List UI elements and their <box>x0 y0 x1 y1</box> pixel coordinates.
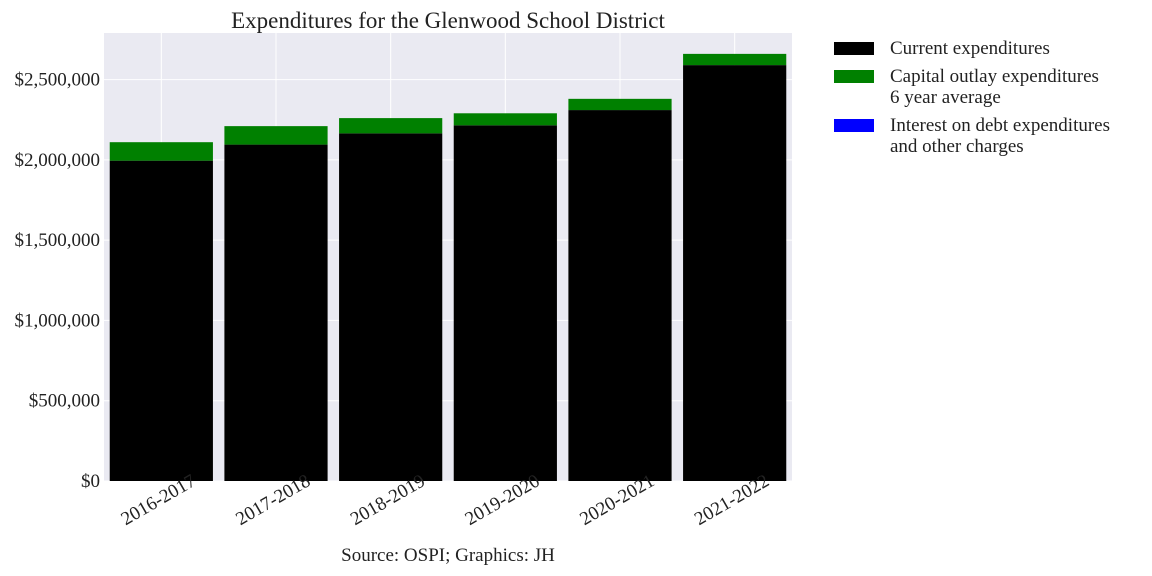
legend-label-current: Current expenditures <box>890 38 1050 59</box>
legend-item-capital: Capital outlay expenditures 6 year avera… <box>834 66 1144 108</box>
bar-series0-0 <box>109 160 213 481</box>
bars <box>109 53 787 482</box>
bar-series1-5 <box>683 53 787 66</box>
chart-title: Expenditures for the Glenwood School Dis… <box>231 8 665 33</box>
legend-label-capital: Capital outlay expenditures <box>890 66 1099 87</box>
legend-label-capital-sub: 6 year average <box>890 87 1001 108</box>
bar-series1-1 <box>224 126 328 145</box>
legend-label-interest-sub: and other charges <box>890 136 1024 157</box>
legend-swatch-interest <box>834 119 874 132</box>
legend-item-interest: Interest on debt expenditures and other … <box>834 115 1144 157</box>
legend-label-interest: Interest on debt expenditures <box>890 115 1111 136</box>
y-tick-label-0: $0 <box>81 471 100 492</box>
y-tick-label-1: $500,000 <box>29 391 100 412</box>
y-tick-label-4: $2,000,000 <box>15 150 101 171</box>
bar-series1-0 <box>109 142 213 161</box>
bar-series1-4 <box>568 98 672 111</box>
y-tick-label-3: $1,500,000 <box>15 230 101 251</box>
y-tick-label-5: $2,500,000 <box>15 70 101 91</box>
source-note: Source: OSPI; Graphics: JH <box>341 545 555 566</box>
bar-series0-5 <box>683 65 787 482</box>
legend-swatch-current <box>834 42 874 55</box>
bar-series0-4 <box>568 110 672 482</box>
legend-swatch-capital <box>834 70 874 83</box>
legend-item-current: Current expenditures <box>834 38 1144 59</box>
bar-series0-1 <box>224 144 328 481</box>
bar-series1-3 <box>453 113 557 126</box>
plot-area <box>104 33 792 481</box>
bar-series0-2 <box>339 133 443 481</box>
y-axis-ticks: $0 $500,000 $1,000,000 $1,500,000 $2,000,000… <box>15 70 101 492</box>
y-tick-label-2: $1,000,000 <box>15 310 101 331</box>
bar-series0-3 <box>453 125 557 482</box>
legend: Current expenditures Capital outlay expe… <box>834 38 1144 164</box>
bar-series1-2 <box>339 118 443 134</box>
